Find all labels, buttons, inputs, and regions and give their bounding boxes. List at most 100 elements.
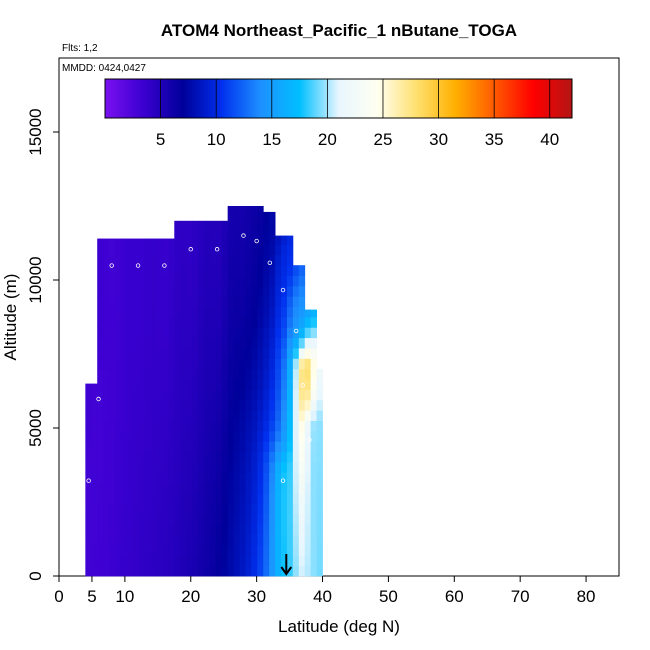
heatmap-cell (292, 389, 300, 401)
heatmap-cell (233, 254, 240, 266)
heatmap-cell (227, 451, 234, 463)
heatmap-cell (186, 337, 193, 349)
heatmap-cell (144, 420, 151, 432)
heatmap-cell (239, 337, 246, 349)
heatmap-cell (103, 482, 110, 494)
heatmap-cell (150, 358, 157, 370)
heatmap-cell (263, 399, 270, 411)
heatmap-cell (192, 441, 199, 453)
heatmap-cell (144, 379, 151, 390)
heatmap-cell (85, 513, 92, 525)
heatmap-cell (91, 430, 98, 442)
heatmap-cell (209, 410, 217, 421)
heatmap-cell (281, 244, 288, 256)
heatmap-cell (168, 358, 175, 370)
heatmap-cell (168, 306, 175, 318)
heatmap-cell (198, 337, 205, 349)
heatmap-cell (275, 503, 282, 515)
heatmap-cell (257, 430, 264, 442)
heatmap-cell (227, 430, 234, 442)
heatmap-cell (257, 513, 264, 525)
heatmap-cell (227, 337, 234, 349)
heatmap-cell (263, 213, 270, 225)
heatmap-cell (269, 348, 276, 359)
heatmap-cell (198, 565, 205, 577)
heatmap-cell (144, 503, 151, 515)
heatmap-cell (186, 327, 193, 339)
heatmap-cell (304, 379, 312, 390)
heatmap-cell (215, 327, 223, 339)
heatmap-cell (263, 337, 270, 349)
heatmap-cell (138, 472, 146, 484)
heatmap-field (85, 206, 323, 577)
heatmap-cell (180, 306, 187, 318)
heatmap-cell (215, 534, 223, 546)
heatmap-cell (227, 265, 234, 276)
heatmap-cell (233, 275, 240, 287)
heatmap-cell (192, 524, 199, 535)
heatmap-cell (275, 254, 282, 266)
heatmap-cell (221, 358, 229, 370)
heatmap-cell (126, 265, 134, 276)
heatmap-cell (233, 513, 240, 525)
heatmap-cell (150, 306, 157, 318)
heatmap-cell (269, 503, 276, 515)
heatmap-cell (304, 451, 312, 463)
heatmap-cell (115, 441, 122, 453)
heatmap-cell (198, 472, 205, 484)
heatmap-cell (109, 420, 116, 432)
heatmap-cell (316, 513, 323, 525)
heatmap-cell (263, 368, 270, 380)
y-axis: 0 5000 10000 15000 (26, 108, 59, 581)
heatmap-cell (150, 493, 157, 504)
heatmap-cell (275, 544, 282, 556)
heatmap-cell (251, 503, 258, 515)
heatmap-cell (168, 482, 175, 494)
x-tick-label: 50 (379, 587, 398, 606)
heatmap-cell (245, 337, 252, 349)
heatmap-cell (286, 317, 294, 328)
heatmap-cell (138, 493, 146, 504)
heatmap-cell (221, 451, 229, 463)
heatmap-cell (120, 265, 128, 276)
heatmap-cell (180, 348, 187, 359)
observation-point (241, 233, 246, 238)
heatmap-cell (292, 399, 300, 411)
heatmap-cell (269, 451, 276, 463)
heatmap-cell (257, 317, 264, 328)
heatmap-cell (263, 358, 270, 370)
heatmap-cell (156, 524, 163, 535)
heatmap-cell (227, 206, 234, 214)
heatmap-cell (132, 238, 140, 245)
heatmap-cell (132, 254, 140, 266)
heatmap-cell (162, 306, 169, 318)
heatmap-cell (192, 220, 199, 225)
heatmap-cell (126, 358, 134, 370)
heatmap-cell (97, 534, 104, 546)
heatmap-cell (91, 383, 98, 390)
heatmap-cell (275, 275, 282, 287)
heatmap-cell (316, 430, 323, 442)
x-tick-label: 40 (313, 587, 332, 606)
observation-point (109, 263, 114, 268)
heatmap-cell (174, 254, 181, 266)
heatmap-cell (192, 472, 199, 484)
heatmap-cell (233, 493, 240, 504)
heatmap-cell (239, 441, 246, 453)
heatmap-cell (138, 348, 146, 359)
heatmap-cell (97, 337, 104, 349)
heatmap-cell (221, 399, 229, 411)
heatmap-cell (251, 254, 258, 266)
heatmap-cell (150, 544, 157, 556)
heatmap-cell (180, 565, 187, 577)
heatmap-cell (275, 555, 282, 567)
heatmap-cell (221, 513, 229, 525)
heatmap-cell (257, 420, 264, 432)
heatmap-cell (168, 451, 175, 463)
heatmap-cell (275, 379, 282, 390)
heatmap-cell (239, 244, 246, 256)
heatmap-cell (168, 275, 175, 287)
heatmap-cell (281, 275, 288, 287)
heatmap-cell (103, 493, 110, 504)
heatmap-cell (316, 462, 323, 473)
